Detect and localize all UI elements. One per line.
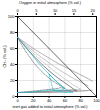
svg-text:0: 0 bbox=[16, 98, 19, 103]
svg-text:40: 40 bbox=[47, 98, 52, 103]
svg-text:15: 15 bbox=[72, 8, 77, 13]
svg-text:100: 100 bbox=[8, 15, 15, 19]
svg-text:100: 100 bbox=[93, 98, 100, 103]
svg-text:0: 0 bbox=[16, 8, 19, 13]
svg-text:20: 20 bbox=[91, 8, 96, 13]
svg-text:80: 80 bbox=[10, 30, 15, 35]
html-text:inert gas added to initial atm: inert gas added to initial atmosphere (%… bbox=[12, 105, 88, 109]
svg-text:80: 80 bbox=[78, 98, 83, 103]
svg-text:20: 20 bbox=[31, 98, 36, 103]
svg-text:20: 20 bbox=[10, 78, 15, 83]
svg-text:5: 5 bbox=[35, 8, 38, 13]
svg-text:0: 0 bbox=[12, 94, 15, 99]
svg-text:40: 40 bbox=[10, 62, 15, 67]
html-text:Oxygen in initial atmosphere (: Oxygen in initial atmosphere (% vol.) bbox=[19, 1, 81, 5]
svg-text:60: 60 bbox=[63, 98, 68, 103]
svg-text:CH₄ (% vol.): CH₄ (% vol.) bbox=[2, 45, 7, 68]
svg-text:10: 10 bbox=[53, 8, 58, 13]
svg-text:60: 60 bbox=[10, 46, 15, 51]
